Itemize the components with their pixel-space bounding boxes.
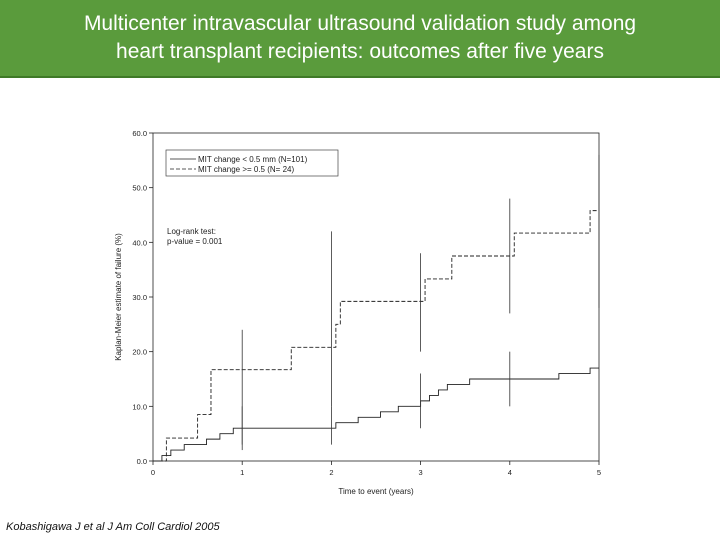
y-tick-label: 60.0 xyxy=(132,129,147,138)
y-tick-label: 30.0 xyxy=(132,293,147,302)
series-line-dashed xyxy=(153,210,599,462)
x-tick-label: 5 xyxy=(597,468,601,477)
y-tick-label: 10.0 xyxy=(132,402,147,411)
x-tick-label: 1 xyxy=(240,468,244,477)
x-tick-label: 2 xyxy=(329,468,333,477)
annotation-line-2: p-value = 0.001 xyxy=(167,237,223,246)
slide-title-bar: Multicenter intravascular ultrasound val… xyxy=(0,0,720,78)
chart-axes: 0.0 10.0 20.0 30.0 40.0 50.0 60.0 0 1 2 3 4 5 xyxy=(132,129,601,477)
plot-frame xyxy=(152,132,600,462)
y-axis-title: Kaplan-Meier estimate of failure (%) xyxy=(114,233,123,361)
y-tick-label: 20.0 xyxy=(132,348,147,357)
x-tick-label: 0 xyxy=(151,468,155,477)
citation: Kobashigawa J et al J Am Coll Cardiol 20… xyxy=(6,521,220,533)
legend-box xyxy=(165,149,339,177)
y-tick-label: 40.0 xyxy=(132,238,147,247)
y-tick-label: 0.0 xyxy=(137,457,147,466)
annotation-line-1: Log-rank test: xyxy=(167,227,216,236)
legend-dashed-label: MIT change >= 0.5 (N= 24) xyxy=(198,165,294,174)
y-tick-label: 50.0 xyxy=(132,184,147,193)
x-tick-label: 3 xyxy=(419,468,423,477)
series-line-solid xyxy=(153,367,599,462)
slide-title-line-1: Multicenter intravascular ultrasound val… xyxy=(83,12,637,35)
legend-solid-label: MIT change < 0.5 mm (N=101) xyxy=(198,155,308,164)
chart-series xyxy=(153,154,600,462)
x-axis-title: Time to event (years) xyxy=(338,487,414,496)
x-tick-label: 4 xyxy=(508,468,512,477)
slide-title-line-2: heart transplant recipients: outcomes af… xyxy=(116,40,604,63)
